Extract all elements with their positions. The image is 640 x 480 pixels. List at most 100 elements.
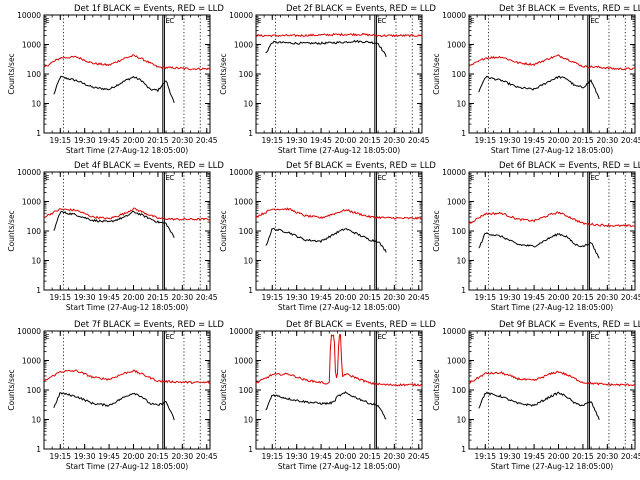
y-axis-label: Counts/sec bbox=[219, 210, 228, 251]
y-tick-label: 1000 bbox=[447, 41, 466, 50]
x-tick-label: 19:15 bbox=[49, 136, 71, 145]
region-mark-e: E bbox=[257, 333, 261, 341]
region-mark-e2: E bbox=[165, 333, 169, 341]
y-tick-label: 10000 bbox=[17, 168, 41, 177]
region-mark-e2: E bbox=[377, 333, 381, 341]
panel-det-3: Det 3f BLACK = Events, RED = LLD 1 10 100 10… bbox=[432, 4, 640, 155]
y-axis-label: Counts/sec bbox=[7, 53, 16, 94]
y-axis-label: Counts/sec bbox=[432, 210, 441, 251]
x-tick-label: 20:45 bbox=[621, 136, 640, 145]
x-tick-label: 20:30 bbox=[384, 293, 406, 302]
region-mark-e: E bbox=[257, 174, 261, 182]
x-tick-label: 20:30 bbox=[597, 293, 619, 302]
x-tick-label: 20:00 bbox=[123, 136, 145, 145]
x-tick-label: 19:45 bbox=[98, 452, 120, 461]
panel-det-1: Det 1f BLACK = Events, RED = LLD 1 10 100 10… bbox=[7, 4, 224, 155]
region-mark-e2: E bbox=[590, 174, 594, 182]
y-tick-label: 100 bbox=[239, 386, 254, 395]
y-tick-label: 1 bbox=[461, 129, 466, 138]
region-mark-e: E bbox=[45, 17, 49, 25]
series-line-events bbox=[53, 210, 175, 238]
x-axis-label: Start Time (27-Aug-12 18:05:00) bbox=[278, 303, 400, 312]
y-axis-label: Counts/sec bbox=[432, 53, 441, 94]
panel-det-4: Det 4f BLACK = Events, RED = LLD 1 10 100 10… bbox=[7, 161, 224, 312]
x-tick-label: 20:15 bbox=[359, 293, 381, 302]
x-tick-label: 19:15 bbox=[261, 136, 283, 145]
series-line-events bbox=[265, 227, 387, 253]
y-tick-label: 10 bbox=[243, 100, 253, 109]
region-mark-e: E bbox=[470, 174, 474, 182]
y-tick-label: 10 bbox=[31, 100, 41, 109]
region-mark-e2: E bbox=[590, 333, 594, 341]
panel-det-7: Det 7f BLACK = Events, RED = LLD 1 10 100 10… bbox=[7, 320, 224, 471]
region-mark-e: E bbox=[45, 333, 49, 341]
x-tick-label: 19:45 bbox=[98, 136, 120, 145]
x-tick-label: 20:00 bbox=[548, 136, 570, 145]
x-tick-label: 19:15 bbox=[49, 293, 71, 302]
x-tick-label: 20:45 bbox=[408, 136, 430, 145]
y-tick-label: 10 bbox=[243, 416, 253, 425]
y-tick-label: 1 bbox=[461, 286, 466, 295]
y-tick-label: 10 bbox=[243, 257, 253, 266]
series-line-lld bbox=[255, 32, 423, 38]
x-tick-label: 20:30 bbox=[597, 452, 619, 461]
x-tick-label: 20:45 bbox=[196, 136, 218, 145]
series-line-events bbox=[265, 39, 387, 58]
panel-title: Det 4f BLACK = Events, RED = LLD bbox=[74, 161, 224, 171]
y-tick-label: 1 bbox=[248, 286, 253, 295]
x-tick-label: 20:15 bbox=[359, 136, 381, 145]
x-tick-label: 19:15 bbox=[261, 452, 283, 461]
x-tick-label: 19:30 bbox=[286, 293, 308, 302]
y-tick-label: 10 bbox=[456, 100, 466, 109]
y-tick-label: 100 bbox=[27, 227, 42, 236]
region-mark-c: C bbox=[381, 174, 386, 182]
series-line-lld bbox=[468, 54, 636, 71]
x-tick-label: 20:15 bbox=[572, 293, 594, 302]
region-mark-e2: E bbox=[377, 17, 381, 25]
x-tick-label: 19:30 bbox=[499, 293, 521, 302]
panel-title: Det 5f BLACK = Events, RED = LLD bbox=[286, 161, 436, 171]
y-tick-label: 100 bbox=[27, 70, 42, 79]
x-axis-label: Start Time (27-Aug-12 18:05:00) bbox=[66, 462, 188, 471]
region-mark-c: C bbox=[594, 333, 599, 341]
y-tick-label: 1000 bbox=[234, 198, 253, 207]
y-tick-label: 100 bbox=[239, 227, 254, 236]
x-tick-label: 20:00 bbox=[123, 293, 145, 302]
panel-title: Det 8f BLACK = Events, RED = LLD bbox=[286, 320, 436, 330]
y-tick-label: 10000 bbox=[229, 327, 253, 336]
region-mark-c: C bbox=[594, 174, 599, 182]
x-axis-label: Start Time (27-Aug-12 18:05:00) bbox=[66, 146, 188, 155]
series-line-events bbox=[478, 75, 600, 100]
series-line-events bbox=[53, 392, 175, 421]
series-line-lld bbox=[468, 211, 636, 228]
y-tick-label: 1000 bbox=[22, 198, 41, 207]
x-tick-label: 20:15 bbox=[147, 293, 169, 302]
x-tick-label: 20:15 bbox=[572, 452, 594, 461]
series-line-lld bbox=[255, 207, 423, 221]
x-tick-label: 19:30 bbox=[74, 452, 96, 461]
region-mark-c: C bbox=[594, 17, 599, 25]
region-mark-e: E bbox=[470, 333, 474, 341]
x-tick-label: 19:15 bbox=[49, 452, 71, 461]
y-tick-label: 10000 bbox=[229, 11, 253, 20]
x-tick-label: 20:15 bbox=[572, 136, 594, 145]
x-tick-label: 20:45 bbox=[408, 293, 430, 302]
panel-det-6: Det 6f BLACK = Events, RED = LLD 1 10 100 10… bbox=[432, 161, 640, 312]
panel-title: Det 6f BLACK = Events, RED = LLD bbox=[499, 161, 640, 171]
x-tick-label: 20:00 bbox=[335, 136, 357, 145]
y-axis-label: Counts/sec bbox=[219, 369, 228, 410]
y-tick-label: 100 bbox=[27, 386, 42, 395]
panel-det-5: Det 5f BLACK = Events, RED = LLD 1 10 100 10… bbox=[219, 161, 436, 312]
series-line-events bbox=[478, 391, 600, 420]
x-tick-label: 20:45 bbox=[621, 452, 640, 461]
x-axis-label: Start Time (27-Aug-12 18:05:00) bbox=[278, 462, 400, 471]
y-tick-label: 1000 bbox=[234, 41, 253, 50]
y-axis-label: Counts/sec bbox=[7, 369, 16, 410]
y-tick-label: 10 bbox=[456, 416, 466, 425]
x-tick-label: 19:30 bbox=[74, 136, 96, 145]
x-tick-label: 20:30 bbox=[597, 136, 619, 145]
x-tick-label: 20:00 bbox=[548, 293, 570, 302]
y-tick-label: 10000 bbox=[229, 168, 253, 177]
series-line-lld bbox=[43, 54, 211, 71]
